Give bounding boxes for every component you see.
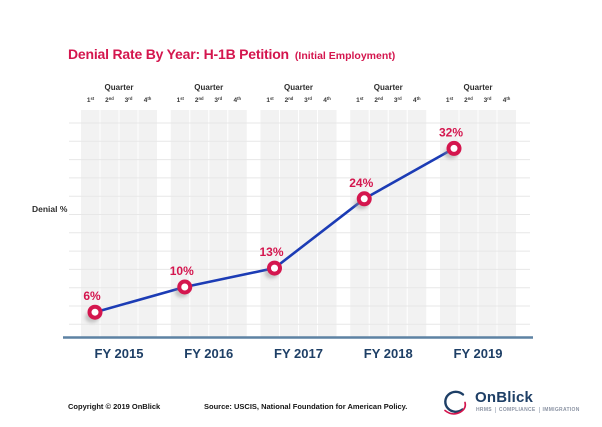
quarter-tick: 4th (323, 96, 331, 104)
quarter-header-label: Quarter (105, 83, 134, 92)
quarter-tick: 4th (144, 96, 152, 104)
fiscal-year-label: FY 2017 (274, 346, 323, 361)
quarter-tick: 1st (177, 96, 185, 104)
data-point-center (450, 144, 458, 152)
quarter-tick: 2nd (195, 96, 204, 104)
copyright-text: Copyright © 2019 OnBlick (68, 402, 161, 411)
fiscal-year-label: FY 2018 (364, 346, 413, 361)
gridlines (69, 122, 530, 325)
category-labels: FY 2015 FY 2016 FY 2017 FY 2018 FY 2019 (95, 346, 503, 361)
onblick-logo: OnBlick HRMS COMPLIANCE IMMIGRATION (438, 387, 579, 421)
chart-title-sub: (Initial Employment) (294, 50, 396, 62)
fiscal-year-label: FY 2016 (184, 346, 233, 361)
tagline-immigration: IMMIGRATION (538, 407, 580, 413)
y-axis-label: Denial % (32, 204, 68, 214)
fiscal-year-label: FY 2015 (95, 346, 144, 361)
onblick-logo-tagline: HRMS COMPLIANCE IMMIGRATION (476, 407, 580, 413)
data-point-label: 24% (349, 176, 373, 190)
quarter-header-label: Quarter (464, 83, 493, 92)
quarter-tick: 3rd (214, 96, 222, 104)
data-point-center (271, 264, 278, 272)
data-point-center (91, 308, 99, 316)
onblick-logo-icon (444, 390, 467, 415)
quarter-tick: 2nd (285, 96, 294, 104)
data-point-center (360, 195, 368, 203)
source-text: Source: USCIS, National Foundation for A… (204, 402, 408, 411)
chart-title: Denial Rate By Year: H-1B Petition (Init… (68, 46, 395, 62)
data-point-label: 32% (439, 125, 463, 139)
data-point-label: 6% (83, 289, 101, 303)
quarter-tick: 4th (503, 96, 511, 104)
chart-title-main: Denial Rate By Year: H-1B Petition (68, 46, 289, 62)
quarter-tick: 4th (413, 96, 421, 104)
quarter-tick: 2nd (464, 96, 473, 104)
quarter-tick: 3rd (394, 96, 402, 104)
data-point-label: 13% (259, 245, 283, 259)
quarter-headers: Quarter 1st 2nd 3rd 4th Quarter 1st 2nd 3rd 4th Qu… (87, 83, 511, 104)
quarter-tick: 3rd (484, 96, 492, 104)
quarter-tick: 4th (233, 96, 241, 104)
quarter-tick: 1st (87, 96, 95, 104)
quarter-tick: 1st (266, 96, 274, 104)
quarter-tick: 3rd (125, 96, 133, 104)
tagline-compliance: COMPLIANCE (494, 407, 536, 413)
data-point-center (181, 283, 189, 291)
quarter-tick: 2nd (105, 96, 114, 104)
tagline-hrms: HRMS (476, 407, 492, 413)
data-point-label: 10% (170, 264, 194, 278)
quarter-header-label: Quarter (284, 83, 313, 92)
quarter-header-label: Quarter (374, 83, 403, 92)
quarter-tick: 2nd (374, 96, 383, 104)
quarter-tick: 3rd (304, 96, 312, 104)
quarter-tick: 1st (446, 96, 454, 104)
year-blocks (81, 110, 516, 337)
onblick-logo-text: OnBlick (475, 389, 534, 406)
data-points: 6% 10% 13% 24% 32% (83, 125, 463, 323)
quarter-header-label: Quarter (194, 83, 223, 92)
fiscal-year-label: FY 2019 (454, 346, 503, 361)
quarter-tick: 1st (356, 96, 364, 104)
